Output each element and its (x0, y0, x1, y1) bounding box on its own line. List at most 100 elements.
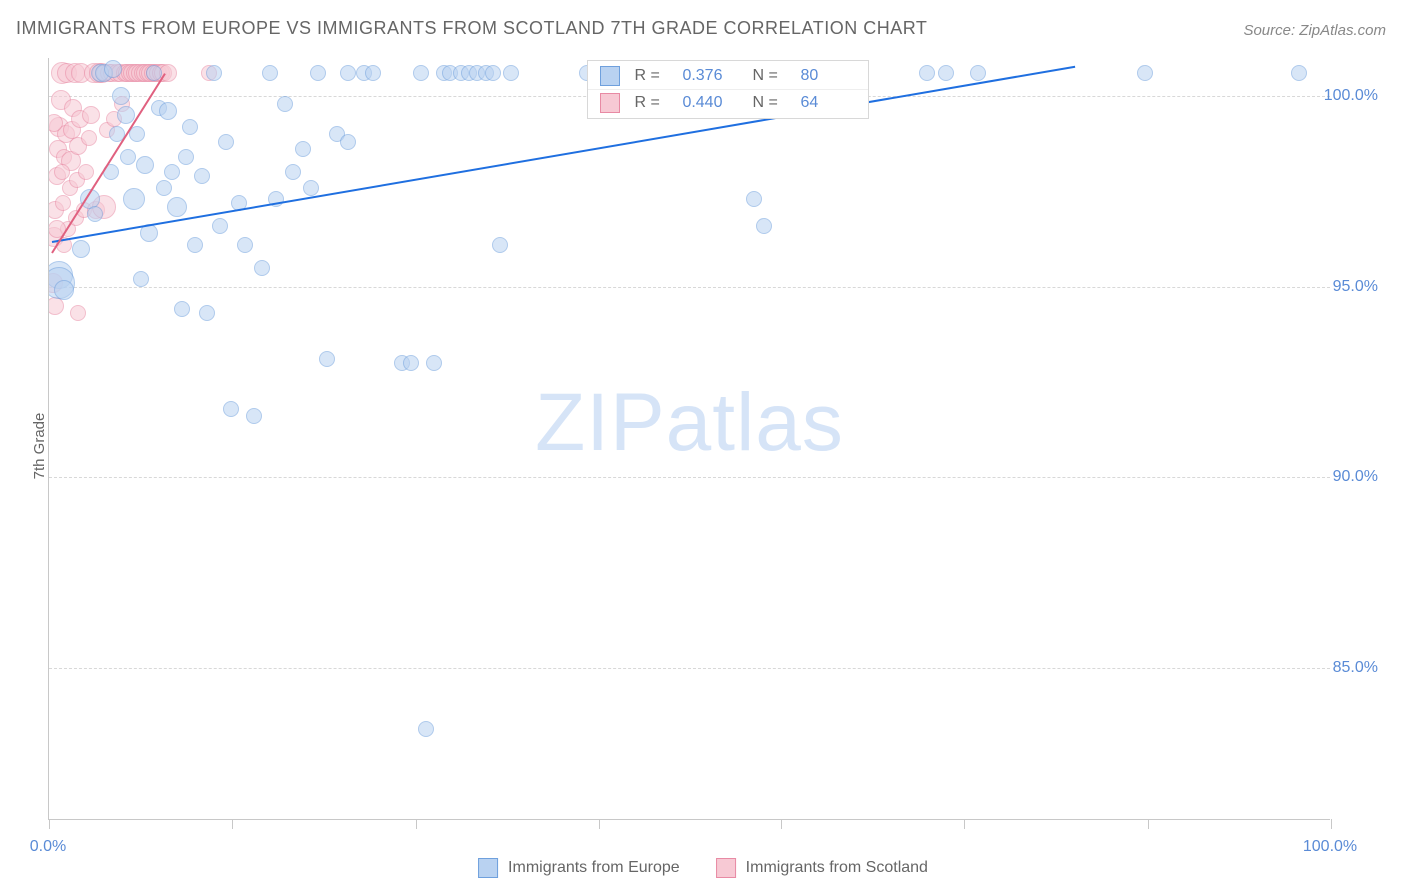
y-tick-label: 85.0% (1333, 659, 1378, 677)
point-europe (187, 237, 203, 253)
y-axis-label: 7th Grade (31, 413, 48, 480)
legend-label: Immigrants from Scotland (746, 859, 928, 877)
point-europe (277, 96, 293, 112)
point-europe (746, 191, 762, 207)
x-tick (1331, 819, 1332, 829)
point-europe (1291, 65, 1307, 81)
legend-text: N = (752, 67, 786, 85)
point-europe (340, 134, 356, 150)
legend-bottom: Immigrants from Europe Immigrants from Sc… (478, 858, 928, 878)
plot-inner: ZIPatlas R = 0.376 N = 80 R = 0.440 N = 64 (49, 58, 1330, 819)
point-europe (756, 218, 772, 234)
point-europe (123, 188, 145, 210)
point-europe (254, 260, 270, 276)
point-europe (919, 65, 935, 81)
point-europe (156, 180, 172, 196)
legend-text: 64 (800, 94, 856, 112)
y-tick-label: 90.0% (1333, 468, 1378, 486)
point-europe (164, 164, 180, 180)
point-europe (485, 65, 501, 81)
legend-swatch (478, 858, 498, 878)
legend-row: R = 0.376 N = 80 (588, 63, 868, 89)
legend-item: Immigrants from Scotland (716, 858, 928, 878)
point-europe (365, 65, 381, 81)
point-europe (262, 65, 278, 81)
point-europe (970, 65, 986, 81)
point-europe (319, 351, 335, 367)
point-europe (129, 126, 145, 142)
legend-swatch (600, 66, 620, 86)
gridline-horizontal (49, 287, 1330, 288)
chart-title: IMMIGRANTS FROM EUROPE VS IMMIGRANTS FRO… (16, 18, 927, 39)
point-scotland (78, 164, 94, 180)
x-tick (781, 819, 782, 829)
legend-row: R = 0.440 N = 64 (588, 89, 868, 116)
plot-area: ZIPatlas R = 0.376 N = 80 R = 0.440 N = 64 (48, 58, 1330, 820)
y-tick-label: 100.0% (1324, 87, 1378, 105)
x-tick-label: 0.0% (30, 838, 66, 856)
point-europe (104, 60, 122, 78)
chart-container: IMMIGRANTS FROM EUROPE VS IMMIGRANTS FRO… (0, 0, 1406, 892)
point-europe (938, 65, 954, 81)
watermark-thin: atlas (666, 377, 844, 468)
point-europe (223, 401, 239, 417)
point-europe (413, 65, 429, 81)
point-europe (133, 271, 149, 287)
point-europe (174, 301, 190, 317)
x-tick (49, 819, 50, 829)
legend-text: N = (752, 94, 786, 112)
source-label: Source: ZipAtlas.com (1243, 22, 1386, 39)
x-tick (964, 819, 965, 829)
point-europe (246, 408, 262, 424)
point-europe (426, 355, 442, 371)
point-europe (112, 87, 130, 105)
point-scotland (55, 195, 71, 211)
point-europe (120, 149, 136, 165)
point-europe (54, 280, 74, 300)
point-europe (295, 141, 311, 157)
point-europe (199, 305, 215, 321)
x-tick (1148, 819, 1149, 829)
point-europe (503, 65, 519, 81)
point-europe (212, 218, 228, 234)
x-tick (599, 819, 600, 829)
point-scotland (81, 130, 97, 146)
x-tick-label: 100.0% (1303, 838, 1357, 856)
legend-text: 0.440 (682, 94, 738, 112)
point-scotland (54, 164, 70, 180)
gridline-horizontal (49, 477, 1330, 478)
point-europe (303, 180, 319, 196)
watermark-bold: ZIP (535, 377, 666, 468)
point-europe (340, 65, 356, 81)
point-scotland (82, 106, 100, 124)
point-europe (87, 206, 103, 222)
watermark-text: ZIPatlas (535, 376, 844, 470)
legend-text: R = (634, 67, 668, 85)
legend-label: Immigrants from Europe (508, 859, 680, 877)
point-europe (492, 237, 508, 253)
x-tick (416, 819, 417, 829)
point-europe (136, 156, 154, 174)
point-europe (418, 721, 434, 737)
legend-text: 80 (800, 67, 856, 85)
legend-swatch (600, 93, 620, 113)
point-europe (403, 355, 419, 371)
x-tick (232, 819, 233, 829)
point-europe (159, 102, 177, 120)
point-europe (206, 65, 222, 81)
trendline-europe (51, 66, 1074, 243)
point-europe (310, 65, 326, 81)
point-europe (218, 134, 234, 150)
point-europe (72, 240, 90, 258)
point-europe (285, 164, 301, 180)
legend-text: 0.376 (682, 67, 738, 85)
point-europe (237, 237, 253, 253)
point-europe (178, 149, 194, 165)
y-tick-label: 95.0% (1333, 278, 1378, 296)
point-europe (182, 119, 198, 135)
point-europe (167, 197, 187, 217)
legend-item: Immigrants from Europe (478, 858, 680, 878)
legend-text: R = (634, 94, 668, 112)
legend-swatch (716, 858, 736, 878)
point-europe (194, 168, 210, 184)
